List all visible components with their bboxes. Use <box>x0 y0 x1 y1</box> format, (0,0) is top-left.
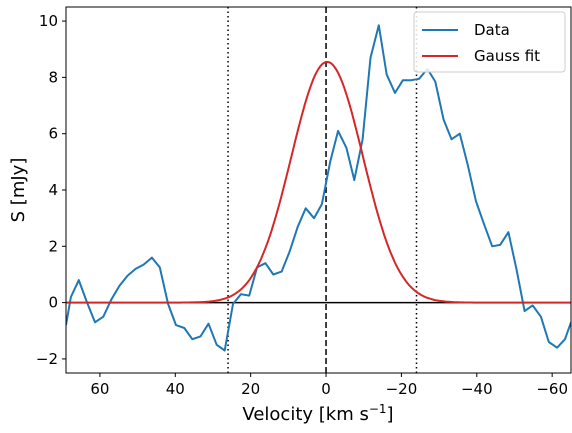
gauss-fit-line <box>66 60 571 304</box>
data-series-line <box>66 24 571 352</box>
y-axis-label: S [mJy] <box>8 158 29 223</box>
legend-data-label: Data <box>474 21 510 39</box>
y-tick-label: 0 <box>48 294 58 312</box>
y-tick-label: 10 <box>39 12 58 30</box>
y-tick-label: 6 <box>48 125 58 143</box>
y-tick-label: 4 <box>48 181 58 199</box>
y-tick-label: 8 <box>48 68 58 86</box>
legend: Data Gauss fit <box>413 11 566 73</box>
y-tick-label: −2 <box>36 350 58 368</box>
plot-area <box>66 7 571 373</box>
x-tick-label: 40 <box>166 380 185 398</box>
x-tick-label: −60 <box>536 380 568 398</box>
x-tick-label: 20 <box>241 380 260 398</box>
x-tick-label: 60 <box>90 380 109 398</box>
legend-gauss-label: Gauss fit <box>474 47 540 65</box>
x-tick-label: 0 <box>321 380 331 398</box>
x-tick-label: −20 <box>386 380 418 398</box>
x-axis-label: Velocity [km s−1] <box>242 402 393 425</box>
x-tick-label: −40 <box>461 380 493 398</box>
y-tick-label: 2 <box>48 237 58 255</box>
